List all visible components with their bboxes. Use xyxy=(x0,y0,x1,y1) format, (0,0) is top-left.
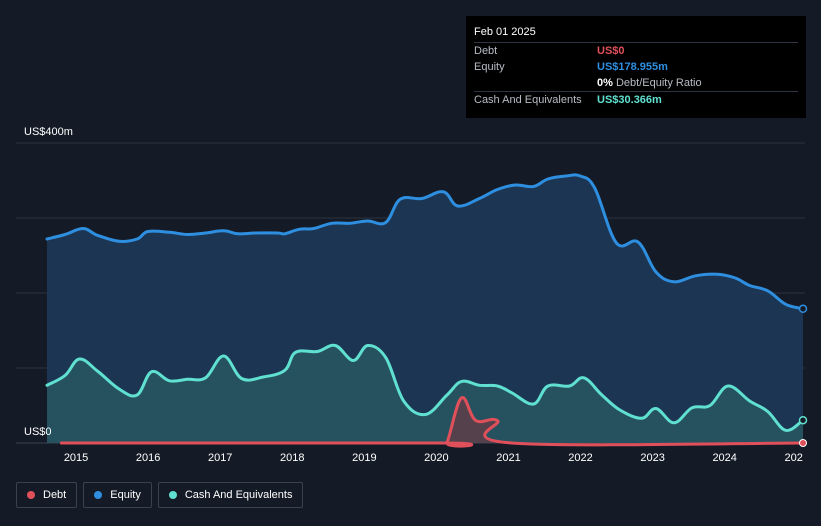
equity-dot-icon xyxy=(94,491,103,499)
tooltip-equity-value: US$178.955m xyxy=(597,61,668,73)
x-tick-label: 2023 xyxy=(640,452,664,464)
x-tick-label: 2016 xyxy=(136,452,160,464)
tooltip-equity-label: Equity xyxy=(474,61,505,73)
tooltip-debt-label: Debt xyxy=(474,45,498,57)
tooltip-date: Feb 01 2025 xyxy=(474,26,536,38)
x-tick-label: 202 xyxy=(785,452,803,464)
legend-label-debt: Debt xyxy=(43,489,67,501)
tooltip-cash-label: Cash And Equivalents xyxy=(474,94,582,106)
end-markers xyxy=(798,304,808,447)
series-lines xyxy=(45,173,805,448)
series-areas xyxy=(47,174,803,447)
legend-label-equity: Equity xyxy=(110,489,141,501)
data-tooltip: Feb 01 2025 Debt US$0 Equity US$178.955m… xyxy=(466,16,806,118)
tooltip-cash-value: US$30.366m xyxy=(597,94,662,106)
equity-line xyxy=(45,173,805,311)
x-tick-label: 2015 xyxy=(64,452,88,464)
x-tick-label: 2024 xyxy=(712,452,736,464)
x-tick-label: 2021 xyxy=(496,452,520,464)
equity-end-marker xyxy=(798,304,808,314)
tooltip-debt-value: US$0 xyxy=(597,45,625,57)
x-tick-label: 2018 xyxy=(280,452,304,464)
tooltip-row-ratio: 0% Debt/Equity Ratio xyxy=(474,75,798,91)
chart-legend: Debt Equity Cash And Equivalents xyxy=(16,482,304,508)
legend-item-cash[interactable]: Cash And Equivalents xyxy=(157,482,304,508)
x-tick-label: 2017 xyxy=(208,452,232,464)
x-tick-label: 2022 xyxy=(568,452,592,464)
cash-dot-icon xyxy=(168,491,177,499)
cash-line xyxy=(45,343,805,432)
x-axis-labels: 2015 2016 2017 2018 2019 2020 2021 2022 2023 2024… xyxy=(64,452,803,464)
y-tick-label-zero: US$0 xyxy=(24,426,52,438)
cash-end-marker xyxy=(798,415,808,425)
tooltip-row-equity: Equity US$178.955m xyxy=(474,59,798,75)
debt-line xyxy=(59,396,805,448)
x-tick-label: 2020 xyxy=(424,452,448,464)
legend-label-cash: Cash And Equivalents xyxy=(184,489,293,501)
debt-end-marker xyxy=(799,439,807,447)
cash-area xyxy=(47,345,803,443)
debt-dot-icon xyxy=(27,491,35,499)
legend-item-equity[interactable]: Equity xyxy=(83,482,152,508)
tooltip-ratio-value: 0% xyxy=(597,77,613,89)
tooltip-row-cash: Cash And Equivalents US$30.366m xyxy=(474,91,798,108)
tooltip-ratio-label: Debt/Equity Ratio xyxy=(615,77,702,89)
tooltip-row-debt: Debt US$0 xyxy=(474,42,798,59)
legend-item-debt[interactable]: Debt xyxy=(16,482,78,508)
x-tick-label: 2019 xyxy=(352,452,376,464)
y-tick-label-top: US$400m xyxy=(24,126,73,138)
